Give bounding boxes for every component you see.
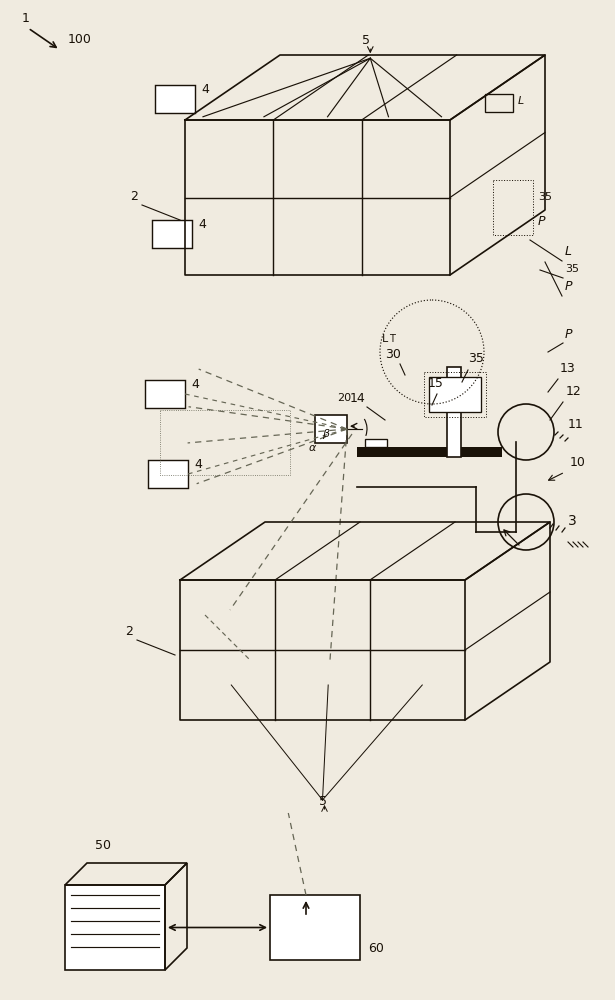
Text: 50: 50	[95, 839, 111, 852]
Bar	[65, 885, 165, 970]
Bar	[160, 410, 290, 475]
Text: 5: 5	[362, 34, 370, 47]
Text: 1: 1	[22, 12, 30, 25]
Bar	[447, 367, 461, 457]
Bar	[357, 447, 502, 457]
Text: α: α	[309, 443, 316, 453]
Text: 13: 13	[560, 362, 576, 375]
Text: 12: 12	[566, 385, 582, 398]
Text: 20: 20	[337, 393, 351, 403]
Text: 5: 5	[319, 795, 327, 808]
Text: 100: 100	[68, 33, 92, 46]
Text: 35: 35	[538, 192, 552, 202]
Bar	[429, 377, 481, 412]
Text: P: P	[565, 328, 573, 341]
Text: T: T	[389, 334, 395, 344]
Bar	[315, 415, 347, 443]
Text: 2: 2	[125, 625, 133, 638]
Bar	[365, 439, 387, 447]
Text: β: β	[322, 429, 329, 439]
Text: 4: 4	[194, 458, 202, 471]
Text: 2: 2	[130, 190, 138, 203]
Text: L: L	[518, 96, 524, 106]
Text: 4: 4	[201, 83, 209, 96]
Text: 3: 3	[568, 514, 577, 528]
Bar	[145, 380, 185, 408]
Text: 30: 30	[385, 348, 401, 361]
Text: L: L	[382, 334, 388, 344]
Text: 10: 10	[570, 456, 586, 469]
Text: 4: 4	[191, 378, 199, 391]
Text: P: P	[538, 215, 546, 228]
Text: 11: 11	[568, 418, 584, 431]
Bar	[155, 85, 195, 113]
Bar	[270, 895, 360, 960]
Text: 14: 14	[350, 392, 366, 405]
Text: 60: 60	[368, 942, 384, 955]
Text: 35: 35	[468, 352, 484, 365]
Bar	[152, 220, 192, 248]
Text: 15: 15	[428, 377, 444, 390]
Bar	[485, 94, 513, 112]
Text: 4: 4	[198, 218, 206, 231]
Bar	[148, 460, 188, 488]
Bar	[493, 180, 533, 235]
Text: P: P	[565, 280, 573, 293]
Text: L: L	[565, 245, 572, 258]
Text: 35: 35	[565, 264, 579, 274]
Bar	[424, 372, 486, 417]
